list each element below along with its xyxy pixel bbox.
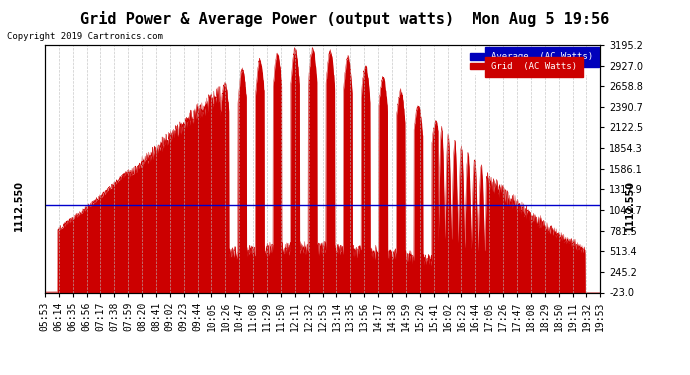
Text: Grid Power & Average Power (output watts)  Mon Aug 5 19:56: Grid Power & Average Power (output watts… (80, 11, 610, 27)
Text: 1112.550: 1112.550 (14, 180, 23, 231)
Legend: Average  (AC Watts), Grid  (AC Watts): Average (AC Watts), Grid (AC Watts) (468, 50, 595, 74)
Text: Copyright 2019 Cartronics.com: Copyright 2019 Cartronics.com (7, 32, 163, 41)
Text: 1112.550: 1112.550 (625, 180, 635, 231)
